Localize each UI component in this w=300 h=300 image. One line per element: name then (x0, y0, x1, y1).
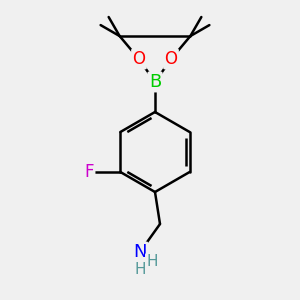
Text: O: O (165, 50, 178, 68)
Text: H: H (134, 262, 146, 278)
Text: O: O (132, 50, 146, 68)
Text: F: F (85, 163, 94, 181)
Text: H: H (146, 254, 158, 269)
Text: B: B (149, 73, 161, 91)
Text: N: N (133, 243, 147, 261)
